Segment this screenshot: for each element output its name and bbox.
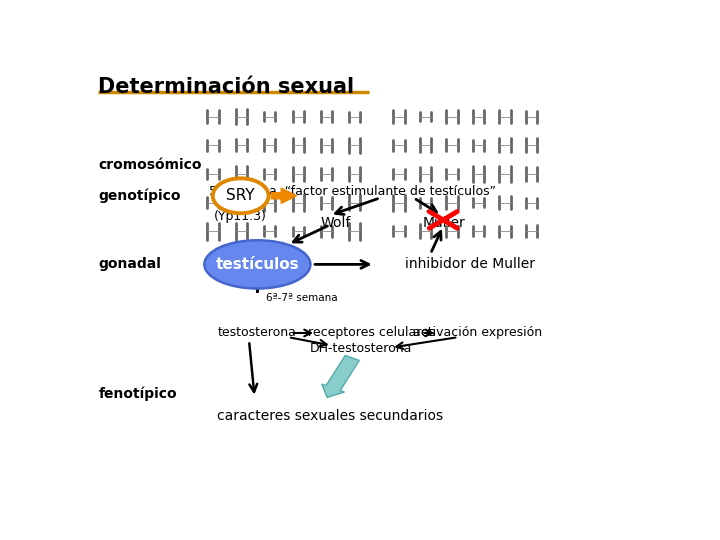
- Text: testosterona: testosterona: [218, 327, 297, 340]
- FancyArrow shape: [322, 355, 359, 397]
- Text: Wolf: Wolf: [320, 216, 351, 230]
- Ellipse shape: [213, 178, 269, 213]
- Text: genotípico: genotípico: [99, 188, 181, 203]
- Text: DH-testosterona: DH-testosterona: [310, 342, 412, 355]
- Text: SRY: SRY: [226, 188, 255, 203]
- Text: cromosómico: cromosómico: [99, 158, 202, 172]
- Text: 5ª semana  “factor estimulante de testículos”: 5ª semana “factor estimulante de testícu…: [209, 185, 496, 198]
- Text: Muller: Muller: [423, 216, 466, 230]
- Ellipse shape: [204, 240, 310, 288]
- Text: 6ª-7ª semana: 6ª-7ª semana: [266, 293, 338, 302]
- Text: gonadal: gonadal: [99, 258, 161, 272]
- Text: (Yp11.3): (Yp11.3): [215, 210, 267, 223]
- Text: receptores celulares: receptores celulares: [308, 327, 436, 340]
- Text: inhibidor de Muller: inhibidor de Muller: [405, 258, 535, 272]
- Text: Determinación sexual: Determinación sexual: [99, 77, 354, 97]
- Text: testículos: testículos: [215, 257, 300, 272]
- Text: caracteres sexuales secundarios: caracteres sexuales secundarios: [217, 409, 443, 423]
- Text: activación expresión: activación expresión: [413, 327, 542, 340]
- Text: fenotípico: fenotípico: [99, 386, 177, 401]
